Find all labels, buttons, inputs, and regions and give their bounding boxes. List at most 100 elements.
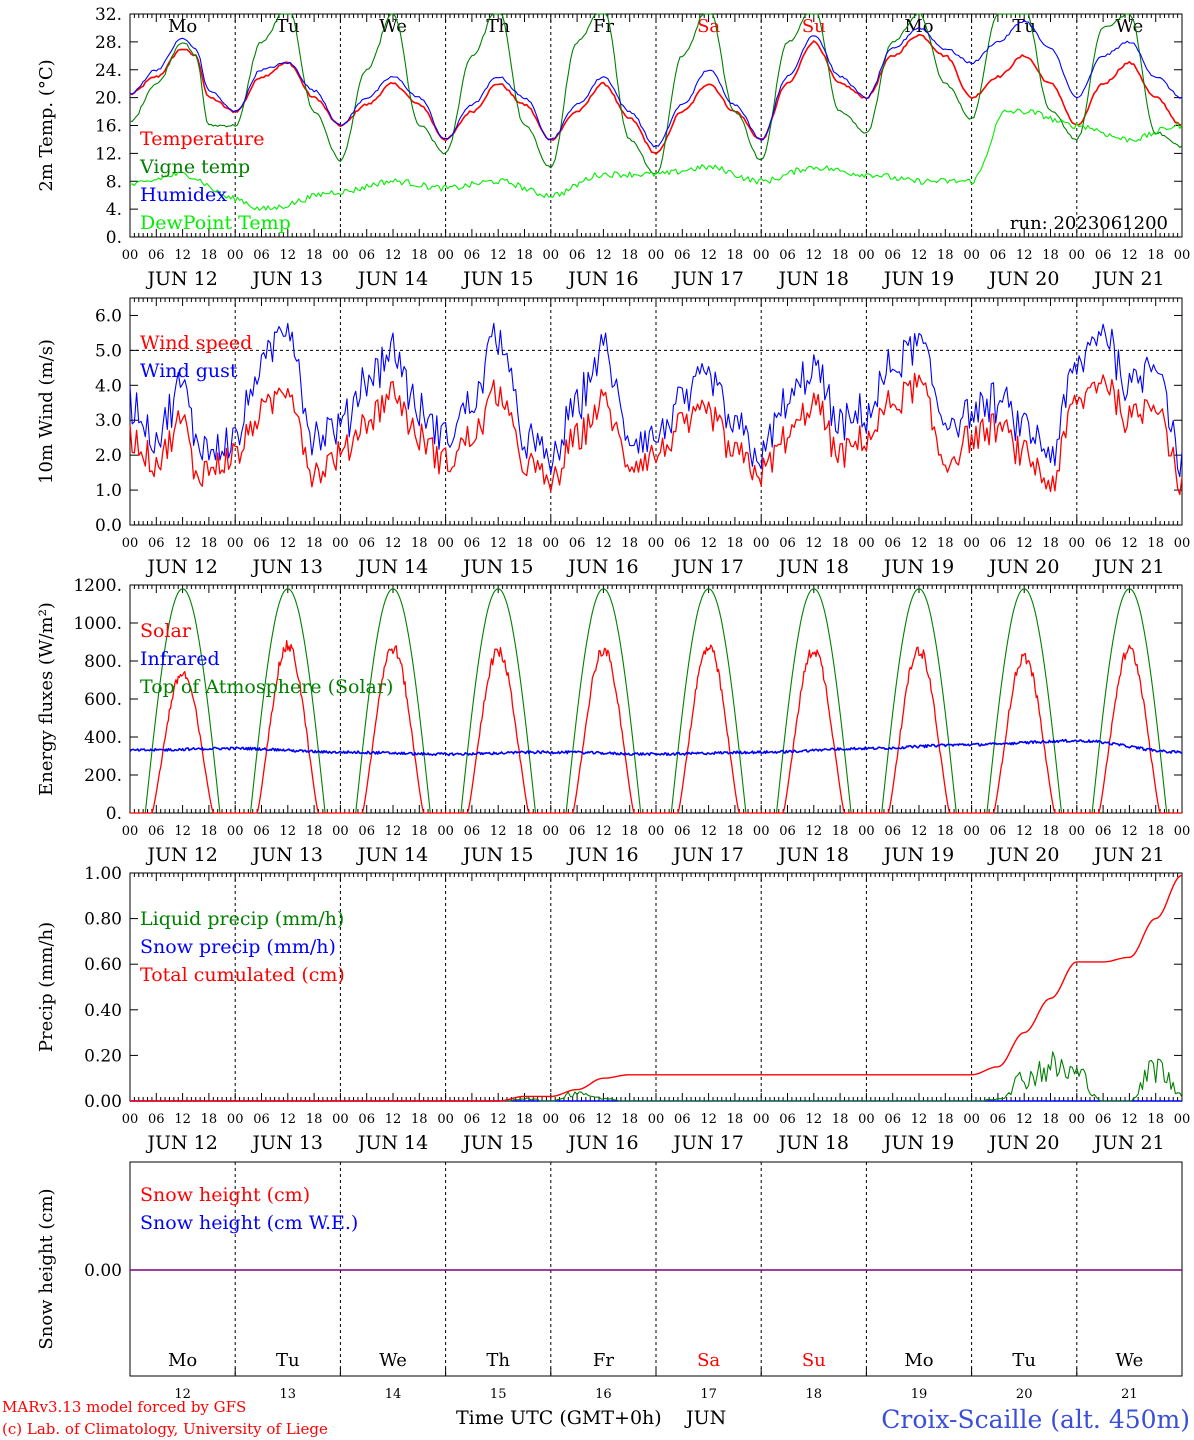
hour-tick-label: 00: [122, 536, 139, 551]
hour-tick-label: 12: [174, 1112, 191, 1127]
y-axis-label: Precip (mm/h): [36, 922, 57, 1052]
hour-tick-label: 18: [201, 824, 218, 839]
series-line-dewpoint-temp: [129, 108, 1183, 211]
y-tick-label: 0.40: [84, 1001, 122, 1021]
hour-tick-label: 12: [1016, 536, 1033, 551]
panel-5: 0.00 Snow height (cm) Snow height (cm) Snow…: [36, 1161, 1183, 1402]
day-abbr: Su: [802, 1350, 826, 1371]
hour-tick-label: 18: [411, 536, 428, 551]
hour-tick-label: 12: [595, 1112, 612, 1127]
hour-tick-label: 18: [621, 1112, 638, 1127]
y-tick-label: 1.0: [95, 481, 122, 501]
date-label: JUN 17: [671, 844, 743, 866]
day-abbr: Tu: [1012, 1350, 1036, 1371]
hour-tick-label: 06: [464, 1112, 481, 1127]
legend-entry: Humidex: [140, 184, 227, 206]
hour-tick-label: 18: [306, 824, 323, 839]
hour-tick-label: 12: [806, 536, 823, 551]
hour-tick-label: 00: [437, 536, 454, 551]
date-label: JUN 21: [1092, 844, 1164, 866]
y-axis-label: 2m Temp. (°C): [36, 59, 57, 191]
hour-tick-label: 18: [1147, 248, 1164, 263]
panel-2: 00 06 12 18 00 06 12 18 00 06 12 18 00 06 12 18 00 06 12 18…: [36, 297, 1191, 578]
day-abbr: Th: [486, 1350, 510, 1371]
hour-tick-label: 12: [1121, 1112, 1138, 1127]
day-abbr: Fr: [593, 1350, 614, 1371]
y-tick-label: 200.: [84, 766, 122, 786]
hour-tick-label: 00: [332, 536, 349, 551]
date-label: JUN 19: [882, 844, 954, 866]
hour-tick-label: 18: [516, 1112, 533, 1127]
y-tick-label: 1000.: [73, 614, 122, 634]
hour-tick-label: 18: [1147, 536, 1164, 551]
hour-tick-label: 12: [280, 248, 297, 263]
legend-entry: Top of Atmosphere (Solar): [140, 676, 393, 698]
hour-tick-label: 06: [464, 248, 481, 263]
legend-entry: Infrared: [140, 648, 220, 670]
hour-tick-label: 18: [621, 536, 638, 551]
hour-tick-label: 00: [858, 1112, 875, 1127]
hour-tick-label: 00: [648, 536, 665, 551]
y-tick-label: 5.0: [95, 341, 122, 361]
hour-tick-label: 00: [227, 1112, 244, 1127]
hour-tick-label: 00: [1069, 536, 1086, 551]
hour-tick-label: 06: [1095, 824, 1112, 839]
hour-tick-label: 18: [306, 536, 323, 551]
series-line-wind-gust: [129, 322, 1183, 478]
date-label: JUN 21: [1092, 556, 1164, 578]
y-tick-label: 0.60: [84, 955, 122, 975]
y-tick-label: 0.0: [95, 516, 122, 536]
y-axis-label: 10m Wind (m/s): [36, 339, 57, 484]
hour-tick-label: 06: [569, 248, 586, 263]
footer-month: JUN: [684, 1407, 726, 1429]
y-tick-label: 32.: [95, 5, 122, 25]
date-label: JUN 21: [1092, 268, 1164, 290]
day-abbr: Mo: [168, 16, 197, 37]
hour-tick-label: 00: [1174, 536, 1191, 551]
hour-tick-label: 18: [937, 1112, 954, 1127]
hour-tick-label: 06: [779, 824, 796, 839]
date-label: JUN 12: [145, 1132, 217, 1154]
series-line-infrared: [129, 738, 1183, 757]
date-label: JUN 13: [251, 268, 323, 290]
hour-tick-label: 06: [674, 536, 691, 551]
hour-tick-label: 00: [858, 248, 875, 263]
series-line-solar: [130, 639, 1182, 814]
hour-tick-label: 12: [174, 248, 191, 263]
hour-tick-label: 06: [358, 824, 375, 839]
hour-tick-label: 12: [490, 248, 507, 263]
hour-tick-label: 00: [227, 536, 244, 551]
day-number: 18: [806, 1387, 823, 1402]
hour-tick-label: 00: [648, 248, 665, 263]
date-label: JUN 14: [356, 268, 428, 290]
y-tick-label: 800.: [84, 652, 122, 672]
hour-tick-label: 06: [779, 1112, 796, 1127]
hour-tick-label: 12: [1016, 1112, 1033, 1127]
date-label: JUN 14: [356, 1132, 428, 1154]
hour-tick-label: 06: [990, 536, 1007, 551]
date-label: JUN 16: [566, 556, 638, 578]
y-tick-label: 0.: [106, 228, 122, 248]
y-tick-label: 24.: [95, 61, 122, 81]
footer-axis-title: Time UTC (GMT+0h): [456, 1407, 662, 1429]
y-tick-label: 600.: [84, 690, 122, 710]
legend-entry: DewPoint Temp: [140, 212, 291, 234]
hour-tick-label: 12: [911, 536, 928, 551]
hour-tick-label: 06: [1095, 536, 1112, 551]
hour-tick-label: 06: [1095, 248, 1112, 263]
date-label: JUN 17: [671, 1132, 743, 1154]
series-line-wind-speed: [129, 372, 1183, 496]
hour-tick-label: 12: [700, 248, 717, 263]
hour-tick-label: 12: [911, 824, 928, 839]
y-tick-label: 1.00: [84, 864, 122, 884]
y-tick-label: 0.20: [84, 1046, 122, 1066]
date-label: JUN 16: [566, 268, 638, 290]
panel-frame: [129, 13, 1183, 238]
hour-tick-label: 12: [490, 536, 507, 551]
hour-tick-label: 00: [963, 1112, 980, 1127]
date-label: JUN 12: [145, 844, 217, 866]
hour-tick-label: 18: [727, 1112, 744, 1127]
hour-tick-label: 00: [332, 1112, 349, 1127]
legend-entry: Liquid precip (mm/h): [140, 908, 344, 930]
hour-tick-label: 18: [937, 248, 954, 263]
